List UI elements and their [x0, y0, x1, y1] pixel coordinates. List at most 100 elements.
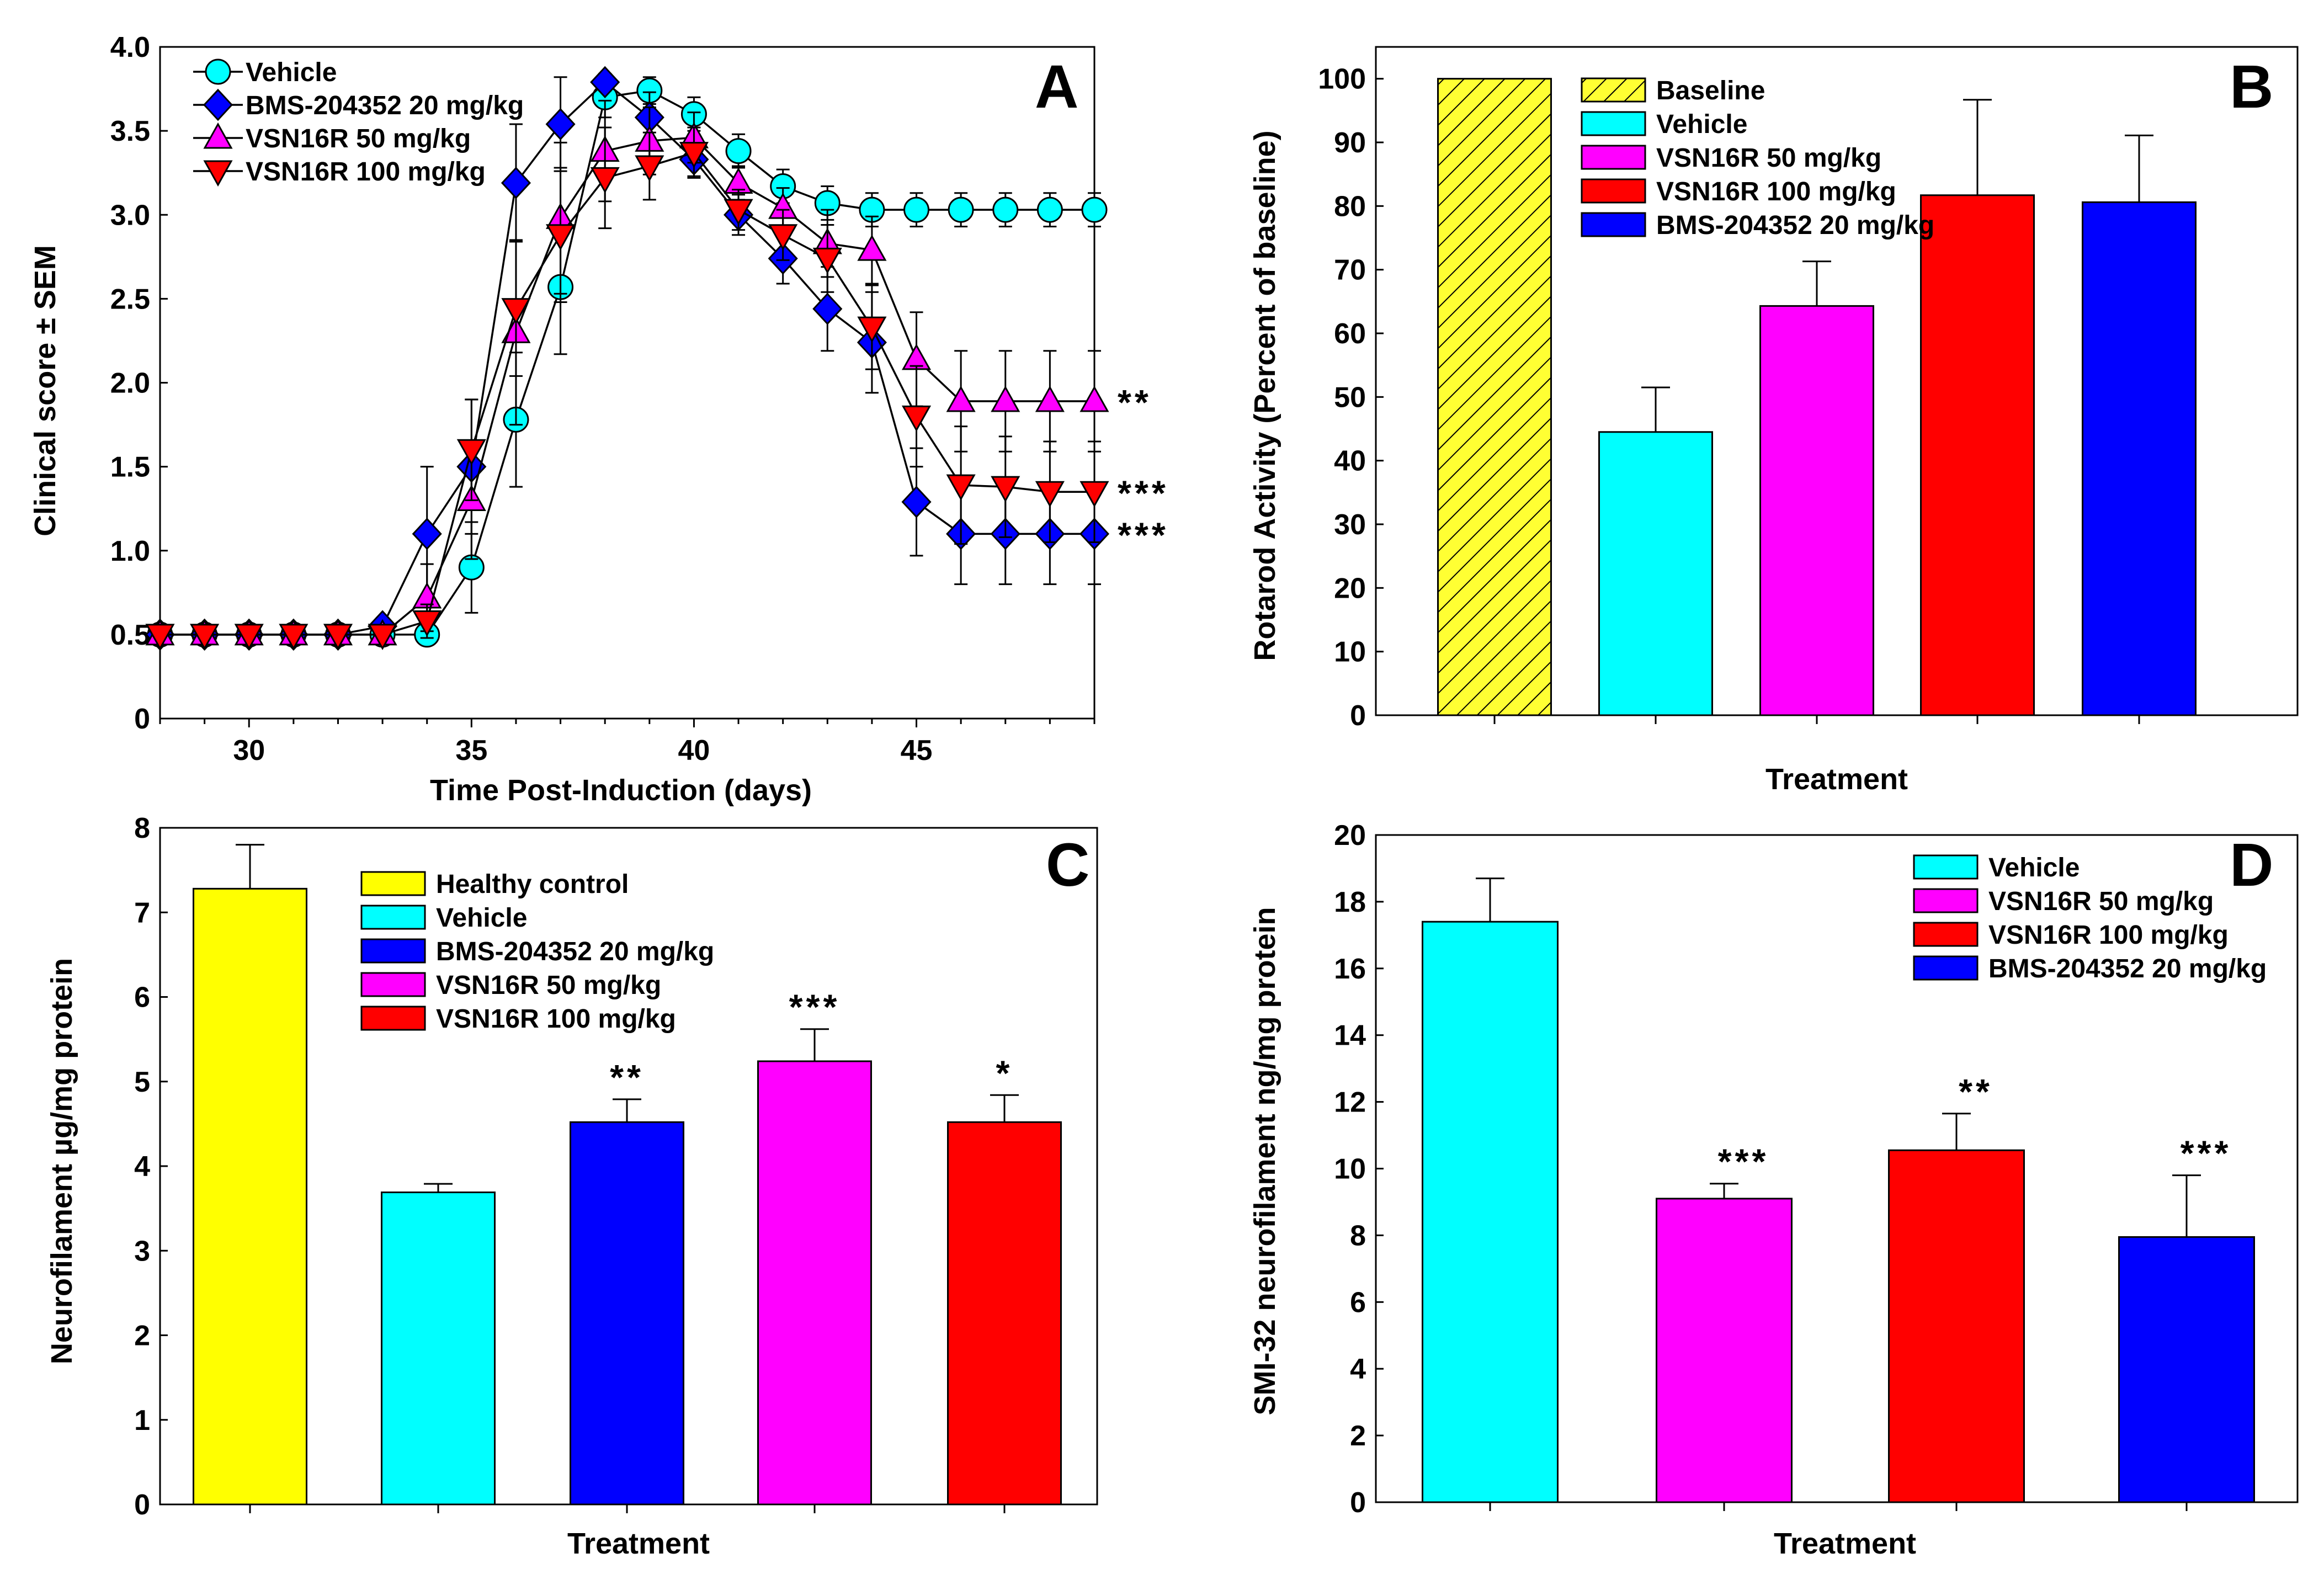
panel-b-legend-label: VSN16R 100 mg/kg — [1656, 177, 1896, 206]
panel-a-legend-label: BMS-204352 20 mg/kg — [246, 91, 524, 120]
panel-a-data-point — [679, 142, 709, 168]
panel-b-legend-swatch — [1581, 212, 1646, 237]
panel-d-x-axis-title: Treatment — [1774, 1527, 1916, 1560]
panel-c-significance-label: ** — [610, 1057, 644, 1097]
panel-a-data-point — [1035, 385, 1065, 412]
panel-c-letter: C — [1046, 831, 1089, 899]
panel-b-legend-label: Baseline — [1656, 76, 1765, 105]
panel-b-bar-chart: 0 10 20 30 40 50 60 70 80 90 100 Baseline Vehicle VSN… — [1318, 46, 2299, 732]
panel-c-bar — [570, 1121, 684, 1506]
panel-d-bar — [1422, 921, 1559, 1503]
panel-d-y-tick-label: 4 — [1350, 1353, 1366, 1385]
panel-c-y-tick-label: 1 — [134, 1405, 150, 1437]
panel-a-data-point — [368, 624, 397, 650]
panel-c-bar — [193, 887, 307, 1506]
panel-d-legend-label: Vehicle — [1988, 853, 2080, 882]
panel-d-y-tick-label: 12 — [1334, 1087, 1366, 1119]
panel-a-series-1 — [145, 66, 1110, 651]
panel-a-data-point — [1081, 196, 1108, 223]
panel-d-legend-swatch — [1913, 955, 1979, 981]
panel-a-legend-marker — [203, 122, 233, 149]
panel-b-y-tick-label: 40 — [1334, 445, 1366, 477]
panel-a-data-point — [1079, 481, 1109, 508]
panel-a-y-tick-label: 1.0 — [110, 535, 150, 567]
panel-a-y-axis-title: Clinical score ± SEM — [29, 245, 62, 536]
panel-c-legend-swatch — [360, 1006, 426, 1031]
panel-d-significance-label: *** — [1718, 1142, 1769, 1182]
panel-a-legend-marker — [205, 58, 231, 85]
panel-c-y-axis-title: Neurofilament µg/mg protein — [45, 958, 78, 1364]
panel-d-legend-label: BMS-204352 20 mg/kg — [1988, 954, 2267, 983]
panel-c-y-tick-label: 5 — [134, 1066, 150, 1098]
panel-d-y-tick-label: 20 — [1334, 820, 1366, 852]
panel-a-data-point — [1079, 385, 1109, 412]
panel-a-data-point — [546, 224, 576, 251]
panel-a-data-point — [279, 624, 309, 650]
panel-a-line-chart: 00.51.01.52.02.53.03.54.030 35 40 45*******… — [110, 31, 1166, 767]
panel-a-legend-label: VSN16R 100 mg/kg — [246, 157, 486, 187]
panel-d-y-tick-label: 16 — [1334, 953, 1366, 985]
panel-d-y-tick-label: 8 — [1350, 1220, 1366, 1252]
panel-b-y-tick-label: 30 — [1334, 509, 1366, 541]
panel-b-bar — [1437, 78, 1552, 716]
panel-b-bar — [1920, 194, 2035, 716]
panel-a-y-tick-label: 2.5 — [110, 283, 150, 315]
panel-a-data-point — [903, 196, 930, 223]
panel-d-letter: D — [2230, 831, 2273, 899]
panel-a-letter: A — [1035, 53, 1078, 121]
panel-a-legend-marker — [203, 160, 233, 187]
panel-a-data-point — [725, 138, 752, 164]
panel-a-data-point — [992, 196, 1019, 223]
panel-b-x-axis-title: Treatment — [1765, 763, 1908, 796]
panel-a-y-tick-label: 0.5 — [110, 619, 150, 651]
panel-a-y-tick-label: 1.5 — [110, 451, 150, 483]
panel-c-legend-swatch — [360, 972, 426, 997]
panel-a-x-axis-title: Time Post-Induction (days) — [430, 774, 812, 807]
panel-a-data-point — [234, 624, 264, 650]
panel-d-legend-swatch — [1913, 888, 1979, 913]
panel-d-bar — [1888, 1149, 2025, 1503]
panel-d-legend-label: VSN16R 50 mg/kg — [1988, 887, 2214, 916]
panel-c-bar — [947, 1121, 1062, 1506]
panel-d-legend-swatch — [1913, 922, 1979, 947]
panel-b-legend: Baseline Vehicle VSN16R 50 mg/kg VSN16R 100… — [1581, 76, 1934, 240]
panel-c-bar — [757, 1060, 872, 1506]
panel-b-bar — [2082, 201, 2197, 716]
panel-a-data-point — [501, 167, 531, 199]
panel-a-x-tick-label: 45 — [901, 735, 933, 767]
panel-a-data-point — [991, 385, 1020, 412]
panel-d-y-tick-label: 6 — [1350, 1286, 1366, 1318]
panel-a-data-point — [456, 439, 486, 466]
panel-a-legend-marker — [203, 88, 233, 121]
panel-b-y-tick-label: 60 — [1334, 318, 1366, 350]
panel-a-data-point — [946, 385, 976, 412]
panel-d-y-tick-label: 10 — [1334, 1153, 1366, 1185]
panel-d-bar — [2118, 1236, 2255, 1503]
panel-a-data-point — [768, 224, 798, 251]
panel-a-data-point — [948, 196, 974, 223]
panel-c-y-tick-label: 2 — [134, 1320, 150, 1352]
panel-a-data-point — [412, 518, 442, 550]
panel-c-y-tick-label: 7 — [134, 897, 150, 929]
panel-a-data-point — [190, 624, 220, 650]
panel-a-significance-label: ** — [1118, 382, 1152, 422]
panel-c-legend-label: VSN16R 50 mg/kg — [436, 971, 661, 1000]
panel-a-data-point — [145, 624, 175, 650]
panel-d-y-tick-label: 18 — [1334, 886, 1366, 918]
panel-b-y-tick-label: 80 — [1334, 190, 1366, 222]
panel-b-y-tick-label: 0 — [1350, 700, 1366, 732]
panel-a-data-point — [590, 167, 620, 194]
panel-c-y-tick-label: 0 — [134, 1489, 150, 1521]
panel-b-y-tick-label: 90 — [1334, 127, 1366, 159]
panel-a-series-line — [160, 151, 1094, 636]
panel-c-legend-label: VSN16R 100 mg/kg — [436, 1004, 676, 1034]
panel-b-bar — [1598, 431, 1713, 716]
panel-d-y-tick-label: 0 — [1350, 1487, 1366, 1519]
panel-a-data-point — [501, 298, 531, 325]
panel-b-legend-label: VSN16R 50 mg/kg — [1656, 143, 1881, 173]
panel-a-y-tick-label: 4.0 — [110, 31, 150, 63]
panel-b-bar — [1759, 305, 1874, 716]
